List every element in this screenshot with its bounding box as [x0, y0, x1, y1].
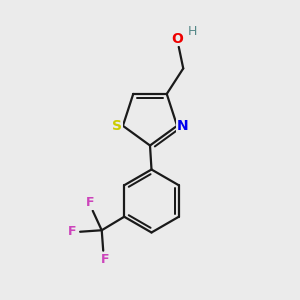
Text: H: H [188, 25, 197, 38]
Text: N: N [177, 119, 188, 133]
Text: F: F [68, 225, 76, 238]
Text: F: F [86, 196, 94, 209]
Text: O: O [171, 32, 183, 46]
Text: S: S [112, 119, 122, 133]
Text: F: F [100, 253, 109, 266]
